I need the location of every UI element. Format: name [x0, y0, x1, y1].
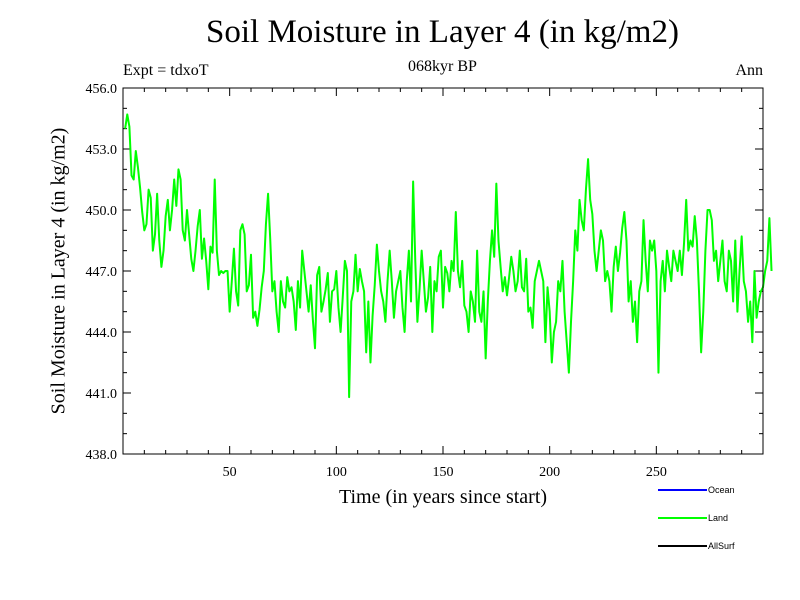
- legend-label-allsurf: AllSurf: [708, 541, 735, 551]
- legend-label-ocean: Ocean: [708, 485, 735, 495]
- series-layer: [124, 113, 773, 399]
- y-tick-label: 438.0: [86, 448, 118, 463]
- y-tick-label: 453.0: [86, 143, 118, 158]
- axis-ticks: [123, 88, 763, 454]
- y-tick-label: 450.0: [86, 204, 118, 219]
- experiment-label: Expt = tdxoT: [123, 62, 209, 79]
- legend-label-land: Land: [708, 513, 728, 523]
- y-tick-label: 441.0: [86, 387, 118, 402]
- x-tick-label: 200: [539, 465, 560, 480]
- tick-labels: 50 100 150 200 250 438.0 441.0 444.0 447.0 450.0 4…: [86, 82, 667, 480]
- y-tick-label: 444.0: [86, 326, 118, 341]
- x-axis-label: Time (in years since start): [338, 486, 548, 508]
- series-line-land: [124, 113, 773, 399]
- plot-frame: [122, 87, 764, 455]
- period-label: Ann: [735, 62, 763, 79]
- x-tick-label: 100: [326, 465, 347, 480]
- x-tick-label: 50: [223, 465, 237, 480]
- chart-subtitle: 068kyr BP: [408, 58, 477, 75]
- legend: Ocean Land AllSurf: [658, 485, 735, 551]
- chart-title: Soil Moisture in Layer 4 (in kg/m2): [206, 14, 679, 50]
- x-tick-label: 250: [646, 465, 667, 480]
- x-tick-label: 150: [433, 465, 454, 480]
- y-tick-label: 447.0: [86, 265, 118, 280]
- y-tick-label: 456.0: [86, 82, 118, 97]
